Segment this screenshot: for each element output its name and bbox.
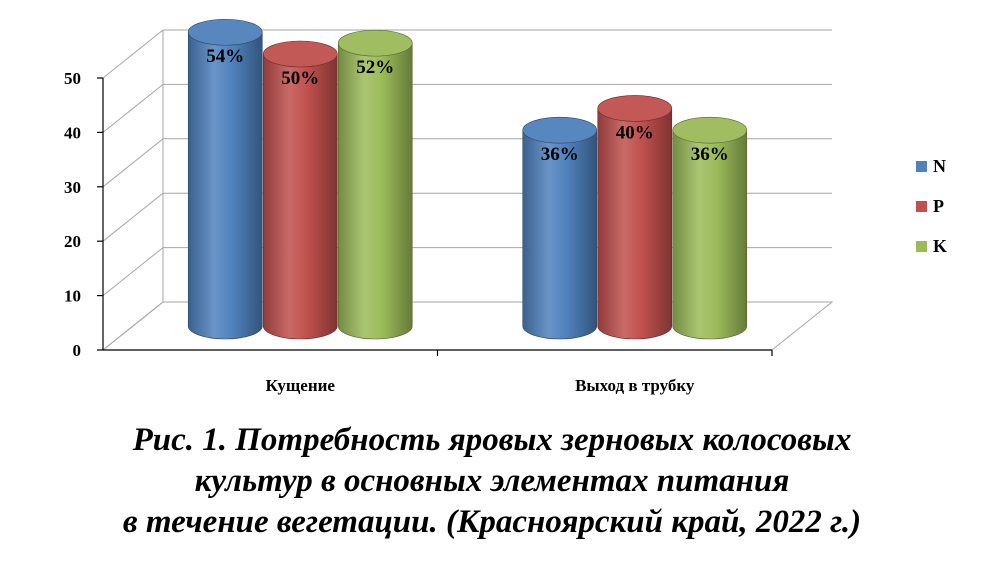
data-label: 52% xyxy=(356,57,394,78)
chart-area: 0 10 20 30 40 50 54% 50% 52% Кущение 36% 40% 36% Выхо… xyxy=(64,18,947,395)
y-tick-label: 40 xyxy=(64,123,81,142)
data-label: 50% xyxy=(281,68,319,89)
legend-label-P: P xyxy=(933,196,944,216)
legend-swatch-P xyxy=(916,201,927,212)
figure-caption: Рис. 1. Потребность яровых зерновых коло… xyxy=(0,420,984,543)
bar-top xyxy=(262,40,338,68)
bar-N-0: 54% xyxy=(187,18,263,340)
caption-line-1: Рис. 1. Потребность яровых зерновых коло… xyxy=(132,422,852,458)
data-label: 36% xyxy=(691,144,729,165)
bar-body xyxy=(337,42,413,340)
data-label: 36% xyxy=(541,144,579,165)
y-tick-label: 50 xyxy=(64,69,81,88)
side-gridline xyxy=(102,192,164,242)
y-tick-label: 20 xyxy=(64,232,81,251)
side-gridline xyxy=(102,138,164,188)
bar-body xyxy=(672,129,748,340)
legend-label-N: N xyxy=(933,156,946,176)
bar-N-1: 36% xyxy=(522,116,598,340)
bar-chart: 0 10 20 30 40 50 54% 50% 52% Кущение 36% 40% 36% Выхо… xyxy=(64,18,947,395)
bar-top xyxy=(337,29,413,57)
data-label: 40% xyxy=(616,122,654,143)
data-label: 54% xyxy=(206,46,244,67)
bar-P-0: 50% xyxy=(262,40,338,340)
bar-top xyxy=(597,95,673,122)
side-gridline xyxy=(102,301,164,351)
side-gridline xyxy=(102,84,164,133)
bar-K-1: 36% xyxy=(672,116,748,340)
legend-label-K: K xyxy=(933,236,947,256)
side-gridline xyxy=(102,29,164,79)
bar-body xyxy=(187,31,263,340)
y-tick-label: 10 xyxy=(64,287,81,306)
bar-P-1: 40% xyxy=(597,95,673,340)
legend-swatch-K xyxy=(916,241,927,252)
x-category-label: Выход в трубку xyxy=(575,376,695,395)
x-category-label: Кущение xyxy=(266,376,336,395)
bar-body xyxy=(262,53,338,340)
legend-swatch-N xyxy=(916,161,927,172)
side-gridline xyxy=(102,247,164,296)
caption-line-3: в течение вегетации. (Красноярский край,… xyxy=(122,504,862,540)
caption-line-2: культур в основных элементах питания xyxy=(194,463,790,499)
bar-K-0: 52% xyxy=(337,29,413,340)
bar-body xyxy=(597,108,673,340)
bar-body xyxy=(522,129,598,340)
bar-top xyxy=(187,18,263,46)
bar-top xyxy=(522,116,598,144)
bar-top xyxy=(672,116,748,144)
y-tick-label: 0 xyxy=(73,341,82,360)
y-tick-label: 30 xyxy=(64,178,81,197)
